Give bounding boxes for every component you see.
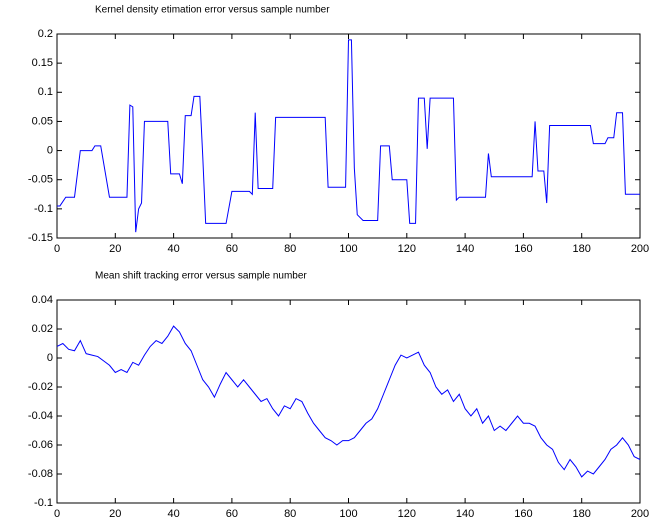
plot-area bbox=[56, 33, 641, 239]
x-tick-label: 100 bbox=[339, 508, 357, 520]
x-tick-label: 0 bbox=[54, 243, 60, 255]
x-tick-label: 180 bbox=[573, 243, 591, 255]
y-tick-label: -0.04 bbox=[28, 410, 53, 422]
x-tick-label: 100 bbox=[339, 243, 357, 255]
x-tick-label: 40 bbox=[167, 508, 179, 520]
y-tick-label: 0.05 bbox=[32, 115, 53, 127]
x-tick-label: 160 bbox=[514, 508, 532, 520]
x-tick-label: 80 bbox=[284, 243, 296, 255]
y-tick-label: 0.1 bbox=[38, 86, 53, 98]
x-tick-label: 160 bbox=[514, 243, 532, 255]
x-tick-label: 40 bbox=[167, 243, 179, 255]
chart-title: Kernel density etimation error versus sa… bbox=[95, 5, 330, 16]
x-tick-label: 140 bbox=[456, 243, 474, 255]
x-tick-label: 80 bbox=[284, 508, 296, 520]
x-tick-label: 120 bbox=[398, 243, 416, 255]
y-tick-label: -0.1 bbox=[34, 497, 53, 509]
y-tick-label: 0.2 bbox=[38, 28, 53, 40]
y-tick-label: -0.06 bbox=[28, 439, 53, 451]
y-tick-label: 0.15 bbox=[32, 57, 53, 69]
y-tick-label: 0 bbox=[47, 144, 53, 156]
y-tick-label: 0.04 bbox=[32, 294, 53, 306]
data-line bbox=[57, 39, 640, 233]
x-tick-label: 20 bbox=[109, 243, 121, 255]
data-line bbox=[56, 325, 641, 478]
y-tick-label: -0.02 bbox=[28, 381, 53, 393]
x-tick-label: 200 bbox=[631, 508, 649, 520]
y-tick-label: -0.15 bbox=[28, 232, 53, 244]
chart-title: Mean shift tracking error versus sample … bbox=[95, 271, 307, 282]
x-tick-label: 20 bbox=[109, 508, 121, 520]
x-tick-label: 200 bbox=[631, 243, 649, 255]
y-tick-label: 0 bbox=[47, 352, 53, 364]
y-tick-label: -0.05 bbox=[28, 174, 53, 186]
y-tick-label: -0.1 bbox=[34, 203, 53, 215]
plot-area bbox=[56, 299, 641, 504]
y-tick-label: -0.08 bbox=[28, 468, 53, 480]
x-tick-label: 0 bbox=[54, 508, 60, 520]
x-tick-label: 60 bbox=[226, 243, 238, 255]
x-tick-label: 120 bbox=[398, 508, 416, 520]
y-tick-label: 0.02 bbox=[32, 323, 53, 335]
x-tick-label: 180 bbox=[573, 508, 591, 520]
x-tick-label: 60 bbox=[226, 508, 238, 520]
x-tick-label: 140 bbox=[456, 508, 474, 520]
